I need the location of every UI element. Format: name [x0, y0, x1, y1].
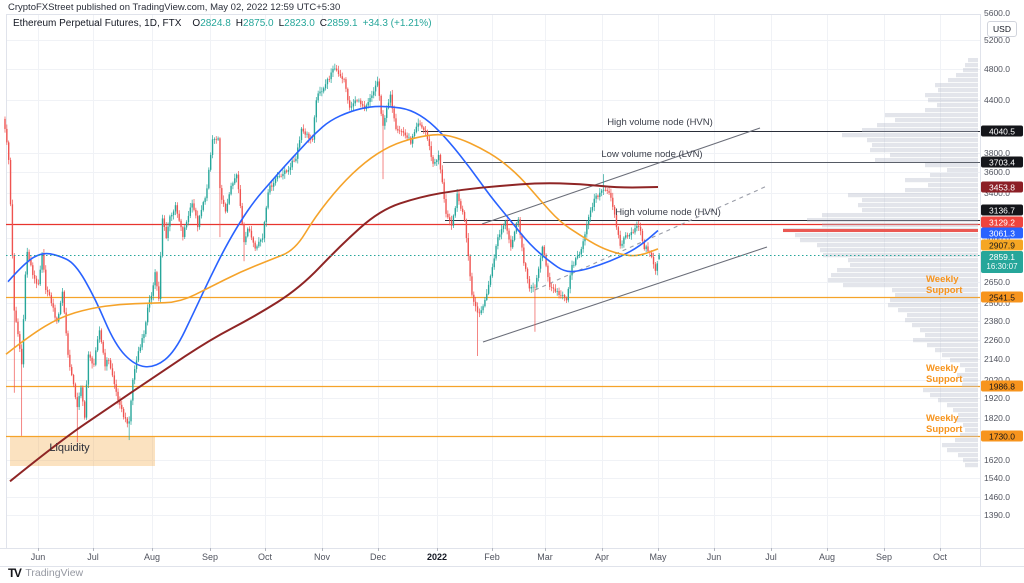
price-tag: 3136.7	[981, 204, 1023, 216]
weekly-support-label: Weekly Support	[926, 413, 963, 435]
price-tick: 1390.0	[984, 509, 1010, 520]
time-tick: May	[649, 552, 667, 562]
price-tag: 1986.8	[981, 380, 1023, 392]
time-tick: Oct	[257, 552, 273, 562]
weekly-support-label: Weekly Support	[926, 274, 963, 296]
time-tick: Apr	[594, 552, 610, 562]
volume-node-annotation: High volume node (HVN)	[607, 117, 713, 128]
time-tick: Aug	[143, 552, 161, 562]
time-tick: Sep	[875, 552, 893, 562]
price-tick: 2260.0	[984, 334, 1010, 345]
price-tag: 2907.9	[981, 239, 1023, 251]
price-tick: 3800.0	[984, 147, 1010, 158]
open-label: O	[192, 18, 201, 29]
time-tick: 2022	[426, 552, 448, 562]
price-tick: 2500.0	[984, 298, 1010, 309]
price-tick: 2140.0	[984, 354, 1010, 365]
time-tick: Jun	[706, 552, 722, 562]
price-tick: 3600.0	[984, 167, 1010, 178]
price-tick: 3400.0	[984, 187, 1010, 198]
time-tick: Dec	[369, 552, 387, 562]
tradingview-logo-icon: TV	[8, 566, 22, 580]
high-value: 2875.0	[243, 18, 274, 29]
price-tick: 1540.0	[984, 472, 1010, 483]
price-tick: 1820.0	[984, 412, 1010, 423]
symbol-title: Ethereum Perpetual Futures, 1D, FTX	[13, 18, 182, 29]
published-attribution: CryptoFXStreet published on TradingView.…	[8, 2, 341, 13]
time-tick: Feb	[484, 552, 500, 562]
price-tag: 3703.4	[981, 156, 1023, 168]
price-tag: 1730.0	[981, 430, 1023, 442]
tradingview-logo-text: TradingView	[25, 567, 84, 579]
price-tick: 1920.0	[984, 393, 1010, 404]
close-label: C	[319, 18, 327, 29]
price-tick: 2650.0	[984, 277, 1010, 288]
tradingview-footer: TV TradingView	[8, 566, 83, 580]
time-tick: Nov	[313, 552, 331, 562]
open-value: 2824.8	[200, 18, 231, 29]
countdown-timer: 16:30:07	[986, 262, 1018, 271]
time-tick: Oct	[932, 552, 948, 562]
price-tag: 3061.3	[981, 227, 1023, 239]
liquidity-zone-label: Liquidity	[49, 442, 90, 454]
price-tag: 4040.5	[981, 125, 1023, 137]
weekly-support-label: Weekly Support	[926, 363, 963, 385]
change-value: +34.3 (+1.21%)	[362, 18, 432, 29]
close-value: 2859.1	[327, 18, 358, 29]
price-tick: 5200.0	[984, 34, 1010, 45]
currency-usd-button[interactable]: USD	[987, 21, 1017, 37]
price-tick: 5600.0	[984, 8, 1010, 18]
time-tick: Mar	[537, 552, 553, 562]
time-tick: Sep	[201, 552, 219, 562]
volume-node-annotation: Low volume node (LVN)	[601, 149, 703, 160]
price-tag: 2541.5	[981, 291, 1023, 303]
time-tick: Jul	[765, 552, 777, 562]
volume-node-annotation: High volume node (HVN)	[615, 207, 721, 218]
chart-legend[interactable]: Ethereum Perpetual Futures, 1D, FTX O2824…	[13, 18, 432, 29]
price-tick: 1460.0	[984, 491, 1010, 502]
price-tick: 1620.0	[984, 454, 1010, 465]
price-tick: 2020.0	[984, 375, 1010, 385]
price-tick: 4800.0	[984, 63, 1010, 74]
price-tag: 2859.1 16:30:07	[981, 251, 1023, 273]
price-tag: 3453.8	[981, 181, 1023, 193]
low-value: 2823.0	[284, 18, 315, 29]
price-tick: 4400.0	[984, 94, 1010, 105]
price-tick: 2380.0	[984, 316, 1010, 327]
price-tag: 3129.2	[981, 216, 1023, 228]
high-label: H	[235, 18, 244, 29]
low-label: L	[278, 18, 285, 29]
time-tick: Aug	[818, 552, 836, 562]
time-tick: Jul	[87, 552, 99, 562]
time-tick: Jun	[30, 552, 46, 562]
